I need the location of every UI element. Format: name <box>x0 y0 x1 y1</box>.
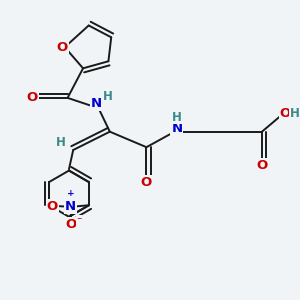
Text: O: O <box>56 41 68 54</box>
Text: H: H <box>172 110 182 124</box>
Text: N: N <box>65 200 76 213</box>
Text: O: O <box>256 159 268 172</box>
Text: H: H <box>290 107 300 120</box>
Text: ⁻: ⁻ <box>76 216 82 226</box>
Text: O: O <box>141 176 152 189</box>
Text: O: O <box>280 107 291 120</box>
Text: O: O <box>47 200 58 213</box>
Text: +: + <box>68 189 75 198</box>
Text: O: O <box>66 218 77 231</box>
Text: O: O <box>27 92 38 104</box>
Text: N: N <box>91 97 102 110</box>
Text: N: N <box>171 122 182 135</box>
Text: H: H <box>103 90 112 103</box>
Text: H: H <box>56 136 65 149</box>
